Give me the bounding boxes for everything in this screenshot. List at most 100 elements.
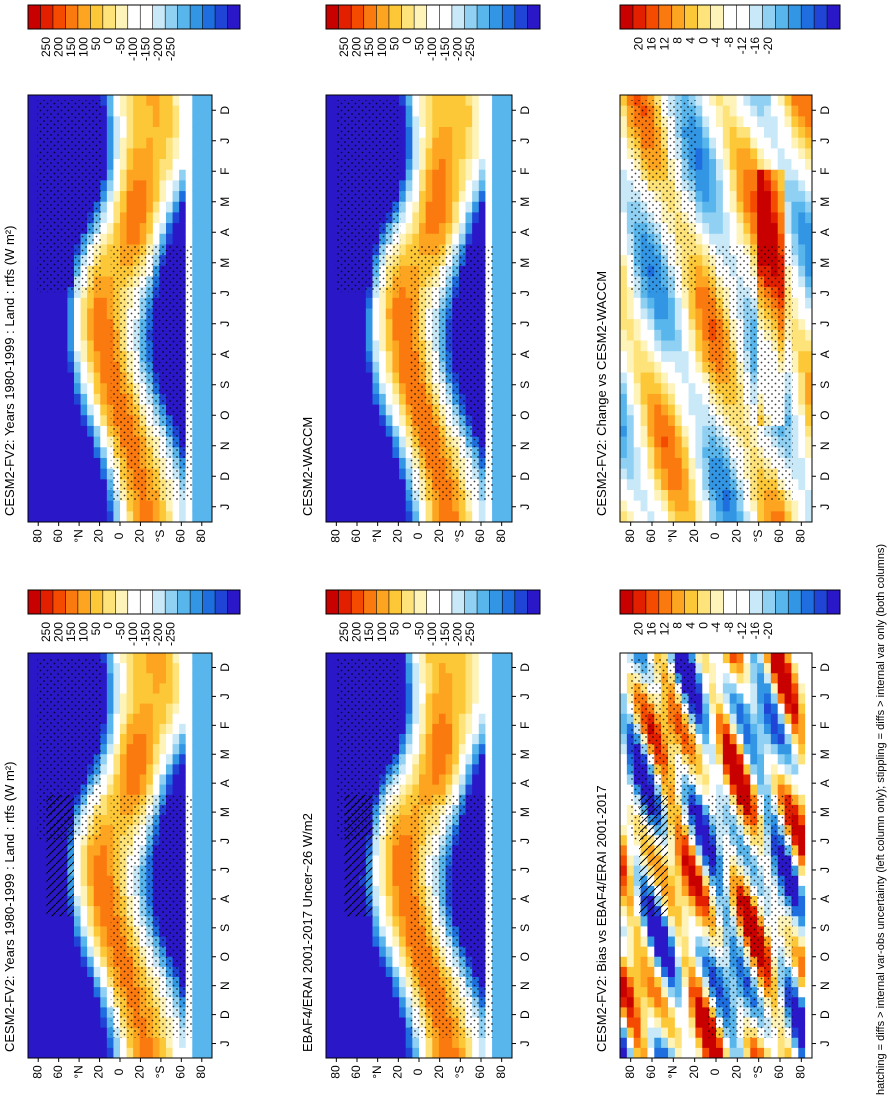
heat-cell — [139, 774, 147, 786]
heat-cell — [399, 693, 407, 705]
heat-cell — [113, 764, 121, 776]
heat-cell — [425, 713, 433, 725]
heat-cell — [633, 1007, 642, 1019]
heat-cell — [498, 774, 506, 786]
heat-cell — [492, 825, 500, 836]
heat-cell — [770, 764, 779, 776]
heat-cell — [172, 137, 180, 149]
heat-cell — [106, 916, 114, 927]
heat-cell — [326, 713, 334, 725]
heat-cell — [139, 713, 147, 725]
heat-cell — [126, 653, 134, 664]
heat-cell — [74, 1037, 82, 1049]
heat-cell — [633, 987, 642, 998]
heat-cell — [192, 169, 200, 181]
heat-cell — [159, 127, 167, 139]
heat-cell — [352, 966, 360, 978]
heat-cell — [743, 683, 751, 695]
heat-cell — [326, 233, 334, 245]
heat-cell — [405, 1047, 413, 1059]
heat-cell — [34, 415, 42, 427]
heat-cell — [770, 774, 779, 786]
heat-cell — [126, 784, 134, 796]
colorbar-swatch — [177, 5, 191, 29]
heat-cell — [805, 693, 813, 705]
heat-cell — [365, 415, 373, 427]
heat-cell — [205, 457, 213, 470]
heat-cell — [425, 744, 433, 755]
heat-cell — [729, 754, 738, 765]
heat-cell — [198, 415, 206, 427]
heat-cell — [120, 137, 128, 149]
heat-cell — [332, 896, 340, 907]
heat-cell — [405, 653, 413, 664]
heat-cell — [791, 673, 799, 684]
heat-cell — [100, 500, 108, 512]
heat-cell — [743, 723, 751, 735]
heat-cell — [339, 875, 347, 887]
colorbar-frame — [27, 4, 241, 30]
heat-cell — [633, 916, 642, 927]
heat-cell — [139, 159, 147, 171]
heat-cell — [54, 319, 62, 331]
heat-cell — [332, 977, 340, 988]
lat-tick-label: 60 — [473, 1065, 487, 1079]
heat-cell — [405, 835, 413, 846]
heat-cell — [205, 774, 213, 786]
heat-cell — [28, 244, 36, 256]
heat-cell — [492, 906, 500, 917]
heat-cell — [492, 1027, 500, 1039]
heat-cell — [166, 500, 174, 512]
heat-cell — [87, 1007, 95, 1019]
month-tick-label: J — [218, 504, 232, 510]
colorbar-label: -100 — [126, 622, 140, 646]
heat-cell — [399, 936, 407, 948]
heat-cell — [654, 926, 662, 938]
heat-cell — [729, 723, 738, 735]
heat-cell — [365, 1037, 373, 1049]
heat-cell — [159, 105, 167, 117]
heat-cell — [87, 956, 95, 968]
heat-cell — [465, 713, 473, 725]
heat-cell — [445, 713, 453, 725]
heat-cell — [205, 946, 213, 958]
heat-cell — [379, 1027, 387, 1039]
heat-cell — [192, 1047, 200, 1059]
heat-cell — [654, 1007, 662, 1019]
heat-cell — [654, 946, 662, 958]
heat-cell — [60, 916, 68, 927]
heat-cell — [152, 201, 160, 213]
heat-cell — [100, 673, 108, 684]
heat-cell — [28, 936, 36, 948]
lat-tick-label: 0 — [708, 1068, 722, 1075]
heat-cell — [41, 906, 49, 917]
heat-cell — [326, 191, 334, 203]
heat-cell — [41, 468, 49, 480]
heat-cell — [458, 693, 466, 705]
heat-cell — [326, 457, 334, 470]
heat-cell — [41, 865, 49, 877]
heat-cell — [736, 774, 744, 786]
heat-cell — [620, 815, 628, 826]
heat-cell — [106, 875, 114, 887]
heat-cell — [505, 744, 513, 755]
heat-cell — [106, 987, 114, 998]
heat-cell — [452, 723, 460, 735]
heat-cell — [41, 1037, 49, 1049]
heat-cell — [87, 977, 95, 988]
heat-cell — [93, 845, 101, 857]
heat-cell — [28, 835, 36, 846]
heat-cell — [139, 191, 147, 203]
heat-cell — [688, 946, 696, 958]
heat-cell — [757, 734, 765, 745]
heat-cell — [100, 425, 108, 438]
heat-cell — [498, 1037, 506, 1049]
heat-cell — [166, 693, 174, 705]
heat-cell — [205, 319, 213, 331]
panel-title: CESM2-FV2: Years 1980-1999 : Land : rtfs… — [2, 762, 17, 1052]
heat-cell — [67, 436, 75, 448]
heat-cell — [60, 297, 68, 310]
heat-cell — [172, 233, 180, 245]
heat-cell — [146, 754, 154, 765]
heat-cell — [326, 127, 334, 139]
